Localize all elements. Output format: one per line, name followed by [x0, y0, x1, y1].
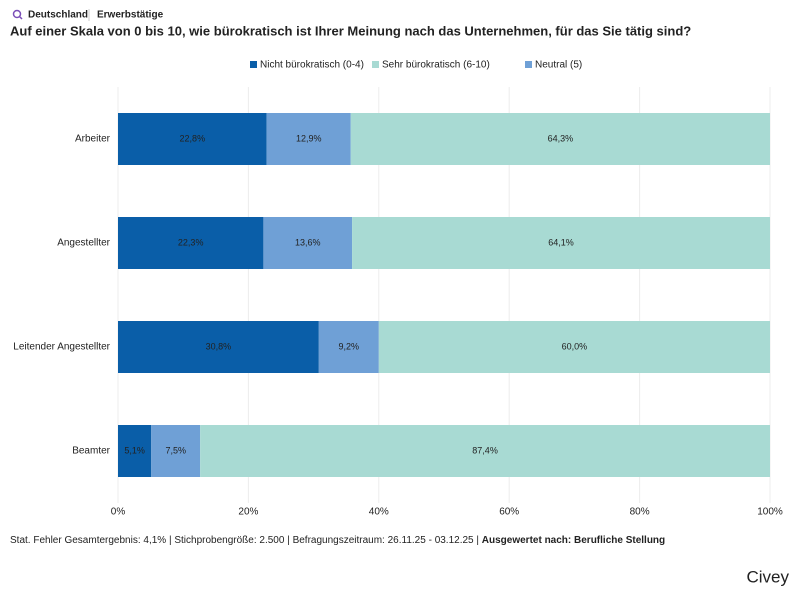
x-tick-label: 80% [630, 507, 650, 518]
bar-segment [118, 217, 264, 269]
bar-segment [151, 425, 201, 477]
chart-title: Auf einer Skala von 0 bis 10, wie bürokr… [10, 23, 691, 38]
legend-label: Neutral (5) [535, 60, 582, 71]
value-label: 64,1% [548, 237, 574, 247]
country: Deutschland [28, 10, 88, 21]
y-tick-label: Beamter [72, 446, 110, 457]
x-tick-label: 100% [757, 507, 783, 518]
value-label: 9,2% [339, 341, 360, 351]
value-label: 13,6% [295, 237, 321, 247]
value-label: 22,3% [178, 237, 204, 247]
value-label: 7,5% [165, 445, 186, 455]
footer-info-text: Stat. Fehler Gesamtergebnis: 4,1% | Stic… [10, 535, 479, 546]
bar-segment [200, 425, 771, 477]
value-label: 5,1% [124, 445, 145, 455]
y-tick-label: Leitender Angestellter [13, 342, 110, 353]
value-label: 87,4% [472, 445, 498, 455]
y-tick-label: Angestellter [57, 238, 110, 249]
bar-segment [352, 217, 770, 269]
value-label: 30,8% [206, 341, 232, 351]
bar-segment [118, 425, 152, 477]
x-tick-label: 0% [111, 507, 126, 518]
search-icon [12, 9, 22, 19]
bar-segment [318, 321, 379, 373]
legend-swatch [250, 61, 257, 68]
legend-swatch [372, 61, 379, 68]
footer-info: Stat. Fehler Gesamtergebnis: 4,1% | Stic… [10, 535, 665, 546]
population: Erwerbstätige [97, 10, 164, 21]
x-tick-label: 40% [369, 507, 389, 518]
footer-grouping: Ausgewertet nach: Berufliche Stellung [482, 535, 665, 546]
value-label: 22,8% [180, 133, 206, 143]
bar-segment [118, 113, 267, 165]
x-tick-label: 20% [238, 507, 258, 518]
legend-label: Sehr bürokratisch (6-10) [382, 60, 490, 71]
bar-segment [266, 113, 351, 165]
value-label: 12,9% [296, 133, 322, 143]
x-tick-label: 60% [499, 507, 519, 518]
bar-segment [263, 217, 353, 269]
legend-label: Nicht bürokratisch (0-4) [260, 60, 364, 71]
bar-segment [378, 321, 770, 373]
y-tick-label: Arbeiter [75, 134, 111, 145]
value-label: 64,3% [548, 133, 574, 143]
value-label: 60,0% [562, 341, 588, 351]
bar-segment [350, 113, 770, 165]
search-icon-handle [18, 15, 23, 20]
legend-swatch [525, 61, 532, 68]
bar-segment [118, 321, 319, 373]
brand-logo: Civey [746, 567, 789, 586]
